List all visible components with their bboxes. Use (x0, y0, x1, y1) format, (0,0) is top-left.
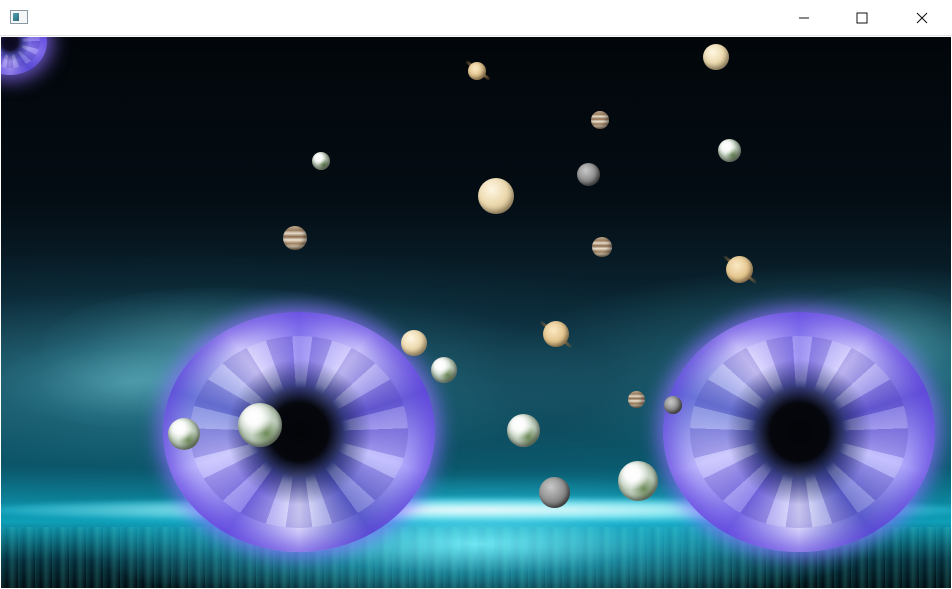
planet-earth[interactable] (718, 139, 741, 162)
portal-right (663, 312, 935, 552)
planet-earth[interactable] (431, 357, 457, 383)
planet-mercury[interactable] (664, 396, 682, 414)
planet-venus[interactable] (478, 178, 514, 214)
window-title-bar[interactable] (0, 0, 952, 36)
planet-venus[interactable] (703, 44, 729, 70)
planet-earth[interactable] (168, 418, 200, 450)
planet-jupiter[interactable] (592, 237, 612, 257)
planet-earth[interactable] (507, 414, 540, 447)
planet-saturn[interactable] (543, 321, 569, 347)
minimize-button[interactable] (775, 0, 833, 36)
planet-earth[interactable] (312, 152, 330, 170)
maximize-icon (856, 12, 868, 24)
close-button[interactable] (892, 0, 952, 36)
game-viewport[interactable] (1, 37, 951, 588)
planet-saturn[interactable] (468, 62, 486, 80)
maximize-button[interactable] (833, 0, 891, 36)
close-icon (916, 12, 928, 24)
planet-earth[interactable] (618, 461, 658, 501)
portal-top-left-partial (1, 37, 47, 75)
planet-venus[interactable] (401, 330, 427, 356)
planet-mercury[interactable] (539, 477, 570, 508)
planet-jupiter[interactable] (628, 391, 645, 408)
planet-earth[interactable] (238, 403, 282, 447)
planet-jupiter[interactable] (283, 226, 307, 250)
portal-left (163, 312, 435, 552)
app-window-icon (10, 10, 28, 24)
planet-jupiter[interactable] (591, 111, 609, 129)
planet-saturn[interactable] (726, 256, 753, 283)
minimize-icon (799, 17, 809, 19)
planet-mercury[interactable] (577, 163, 600, 186)
